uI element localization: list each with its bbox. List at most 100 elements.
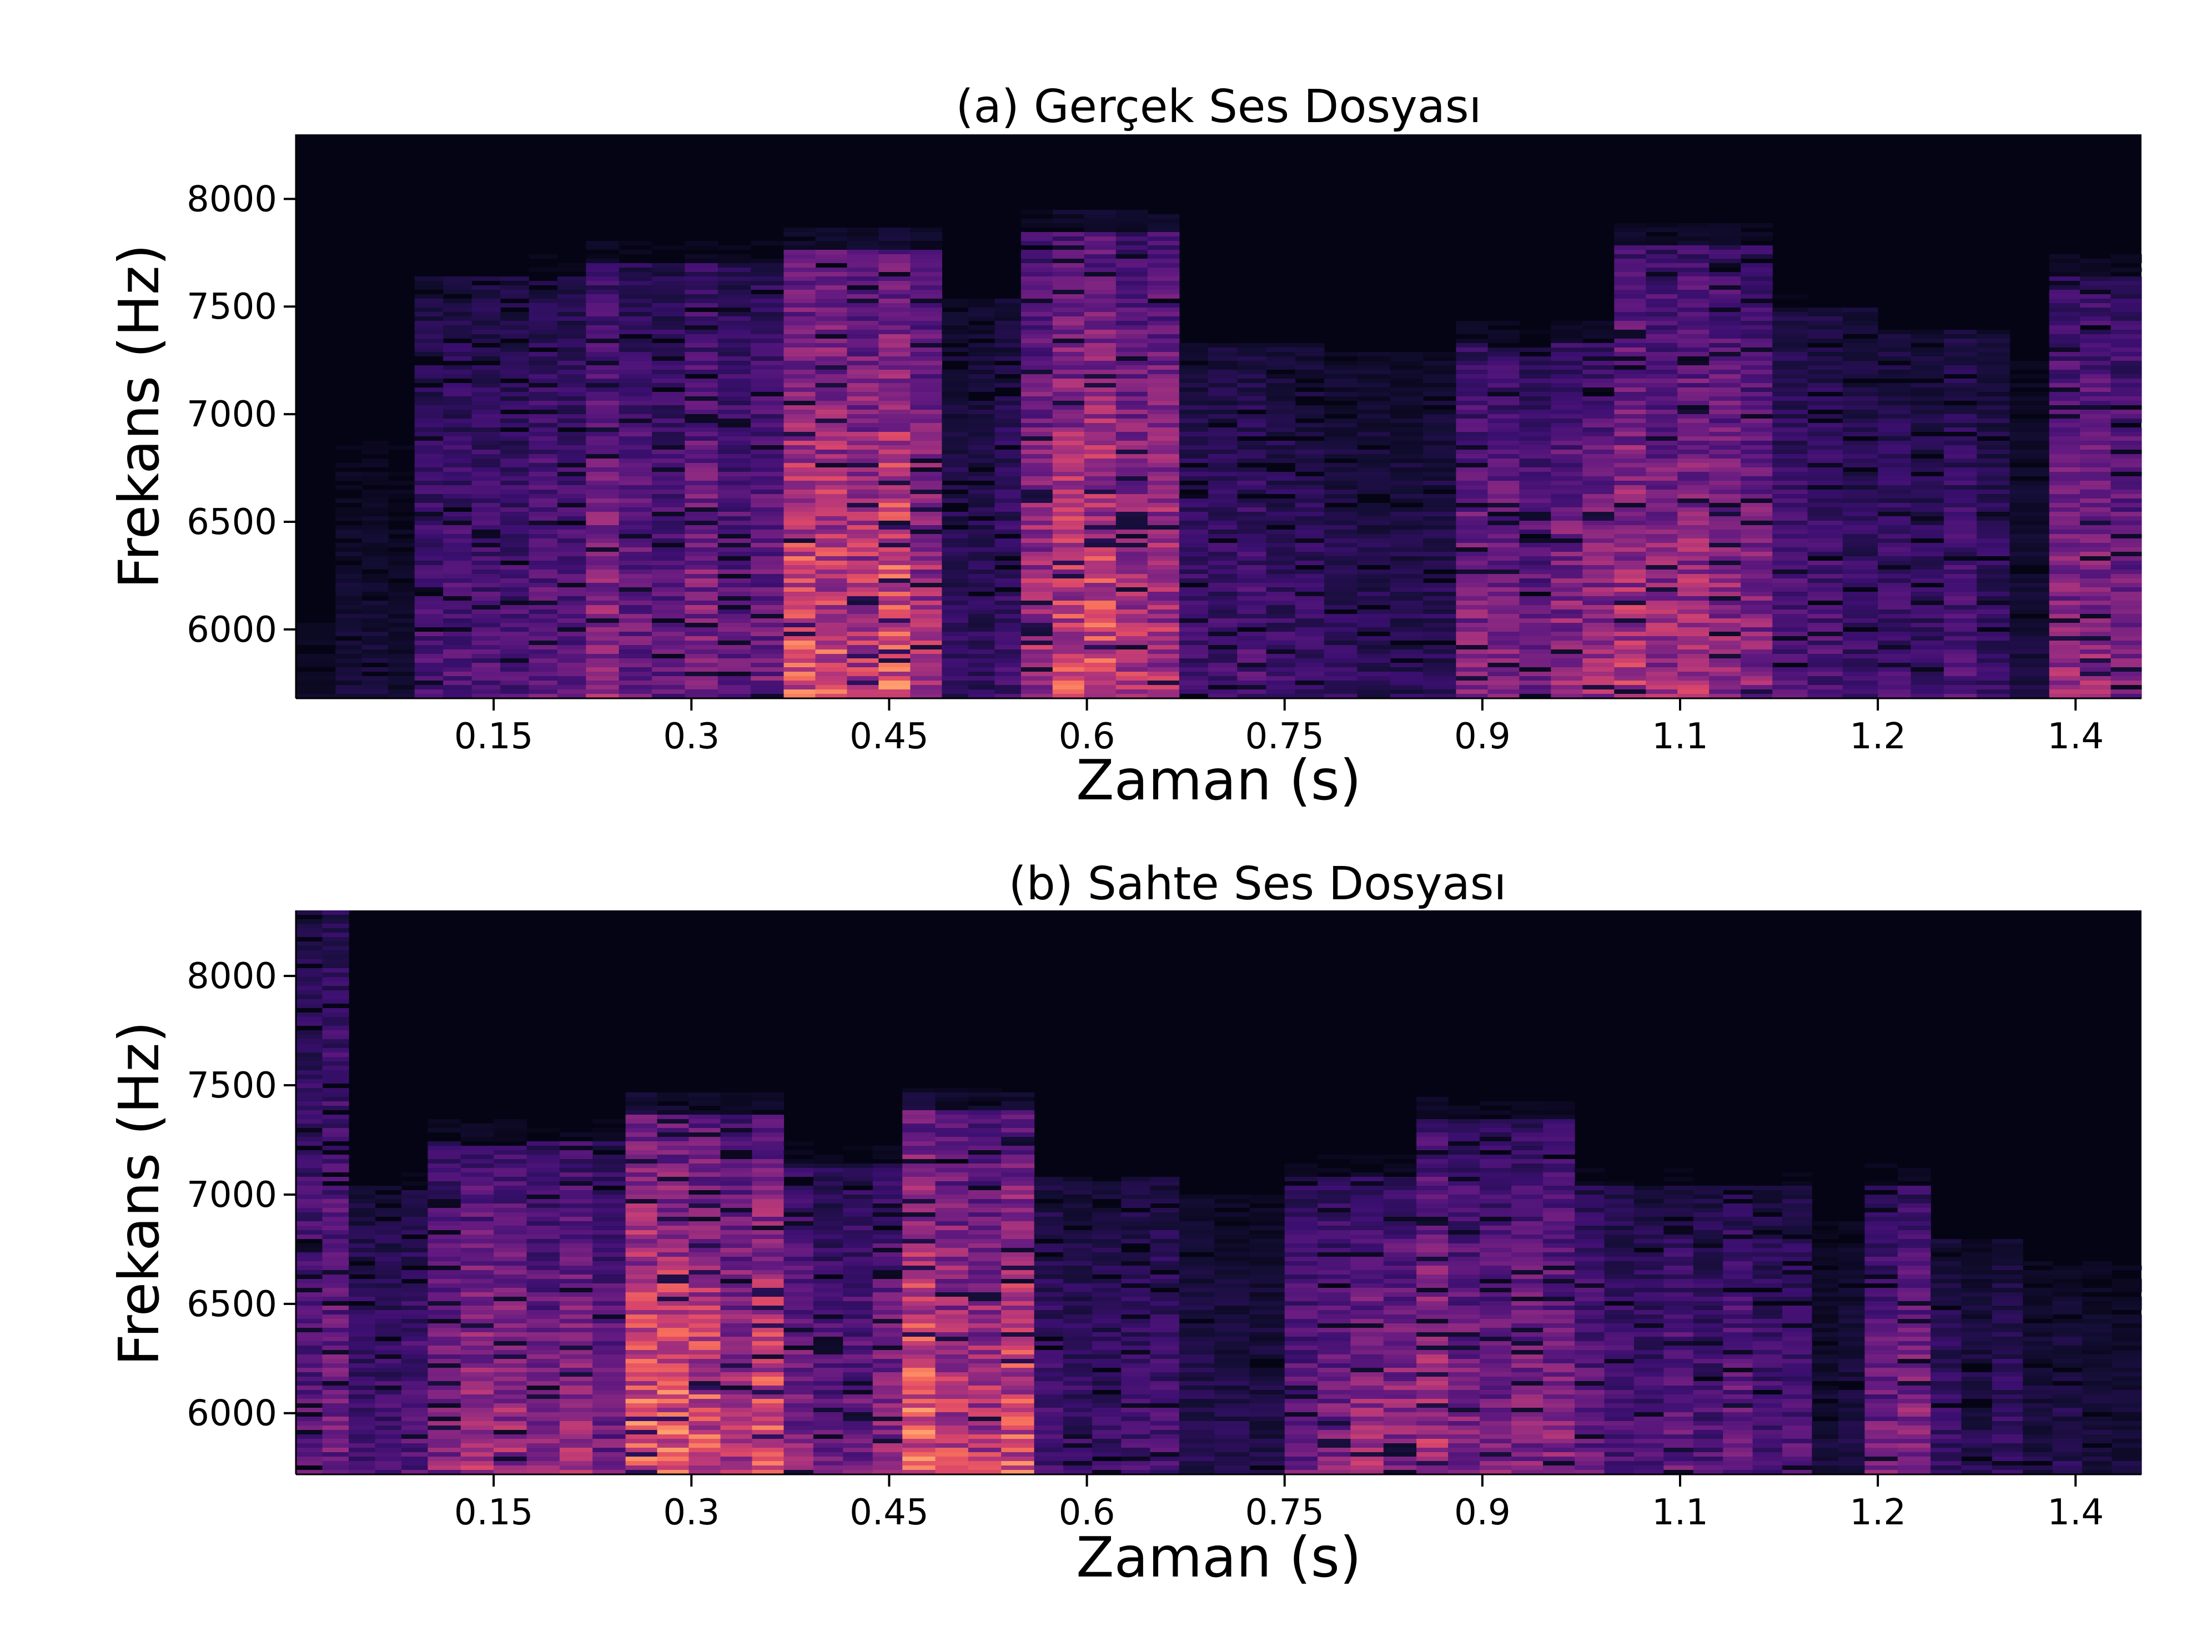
spectrogram-cell <box>847 441 879 445</box>
spectrogram-cell <box>1179 636 1209 641</box>
spectrogram-cell <box>361 592 389 596</box>
spectrogram-cell <box>717 419 751 423</box>
spectrogram-cell <box>529 316 558 321</box>
spectrogram-cell <box>717 632 751 636</box>
spectrogram-cell <box>471 285 501 290</box>
spectrogram-cell <box>557 379 586 383</box>
spectrogram-cell <box>1487 623 1520 627</box>
spectrogram-cell <box>1943 503 1977 507</box>
spectrogram-cell <box>878 294 911 299</box>
spectrogram-cell <box>1115 667 1148 672</box>
spectrogram-cell <box>1677 534 1710 538</box>
spectrogram-cell <box>2009 490 2050 494</box>
spectrogram-cell <box>1911 614 1944 618</box>
spectrogram-cell <box>1878 578 1912 583</box>
spectrogram-cell <box>1551 641 1583 645</box>
spectrogram-cell <box>1456 503 1488 507</box>
spectrogram-cell <box>500 565 529 570</box>
spectrogram-cell <box>1390 463 1424 467</box>
spectrogram-cell <box>1582 445 1615 450</box>
spectrogram-cell <box>1551 334 1583 339</box>
spectrogram-cell <box>1052 374 1085 379</box>
spectrogram-cell <box>1324 618 1358 623</box>
spectrogram-cell <box>847 316 879 321</box>
spectrogram-cell <box>1551 450 1583 454</box>
spectrogram-cell <box>1423 561 1456 565</box>
spectrogram-cell <box>1878 596 1912 601</box>
spectrogram-cell <box>878 312 911 316</box>
spectrogram-cell <box>1423 370 1456 374</box>
spectrogram-cell <box>1709 285 1741 290</box>
spectrogram-cell <box>1614 663 1646 667</box>
spectrogram-cell <box>1807 494 1843 498</box>
spectrogram-cell <box>471 334 501 339</box>
spectrogram-cell <box>847 570 879 574</box>
spectrogram-cell <box>1709 481 1741 485</box>
spectrogram-cell <box>1084 472 1117 476</box>
spectrogram-cell <box>1709 632 1741 636</box>
spectrogram-cell <box>1842 681 1878 685</box>
spectrogram-cell <box>1324 583 1358 587</box>
spectrogram-cell <box>2080 623 2112 627</box>
spectrogram-cell <box>1390 454 1424 459</box>
spectrogram-cell <box>1487 610 1520 614</box>
spectrogram-cell <box>783 450 816 454</box>
spectrogram-cell <box>1179 414 1209 419</box>
spectrogram-cell <box>1842 312 1878 316</box>
spectrogram-cell <box>1147 578 1180 583</box>
spectrogram-cell <box>717 685 751 689</box>
spectrogram-cell <box>529 361 558 365</box>
spectrogram-cell <box>1709 565 1741 570</box>
spectrogram-cell <box>1551 681 1583 685</box>
spectrogram-cell <box>1614 387 1646 392</box>
spectrogram-cell <box>296 681 336 685</box>
spectrogram-cell <box>1807 467 1843 472</box>
spectrogram-cell <box>1179 485 1209 490</box>
spectrogram-cell <box>1677 672 1710 676</box>
spectrogram-cell <box>529 694 558 698</box>
spectrogram-cell <box>1741 578 1773 583</box>
spectrogram-cell <box>619 561 652 565</box>
spectrogram-cell <box>1582 596 1615 601</box>
spectrogram-cell <box>1582 689 1615 694</box>
spectrogram-cell <box>1324 689 1358 694</box>
spectrogram-cell <box>471 694 501 698</box>
spectrogram-cell <box>2049 530 2080 534</box>
spectrogram-cell <box>500 618 529 623</box>
spectrogram-cell <box>1807 339 1843 343</box>
spectrogram-cell <box>717 658 751 663</box>
spectrogram-cell <box>1943 636 1977 641</box>
spectrogram-cell <box>500 414 529 419</box>
spectrogram-cell <box>414 658 444 663</box>
spectrogram-cell <box>1709 627 1741 632</box>
spectrogram-cell <box>1179 459 1209 463</box>
spectrogram-cell <box>968 410 995 414</box>
spectrogram-cell <box>1772 583 1808 587</box>
spectrogram-cell <box>1878 330 1912 334</box>
spectrogram-cell <box>1020 396 1053 401</box>
spectrogram-cell <box>1115 454 1148 459</box>
spectrogram-cell <box>2049 512 2080 516</box>
spectrogram-cell <box>1519 414 1551 419</box>
spectrogram-cell <box>910 387 942 392</box>
spectrogram-cell <box>910 663 942 667</box>
spectrogram-cell <box>815 290 848 294</box>
spectrogram-cell <box>1208 494 1238 498</box>
spectrogram-cell <box>994 614 1022 618</box>
spectrogram-cell <box>471 592 501 596</box>
spectrogram-cell <box>1115 516 1148 521</box>
spectrogram-cell <box>1807 463 1843 467</box>
spectrogram-cell <box>1266 676 1296 681</box>
spectrogram-cell <box>1456 689 1488 694</box>
spectrogram-cell <box>443 538 472 543</box>
spectrogram-cell <box>1423 450 1456 454</box>
spectrogram-cell <box>1084 303 1117 308</box>
spectrogram-cell <box>1741 601 1773 605</box>
spectrogram-cell <box>1020 263 1053 268</box>
spectrogram-cell <box>910 316 942 321</box>
spectrogram-cell <box>1324 450 1358 454</box>
spectrogram-cell <box>1842 370 1878 374</box>
spectrogram-cell <box>994 645 1022 649</box>
spectrogram-cell <box>1878 654 1912 658</box>
spectrogram-cell <box>1084 374 1117 379</box>
